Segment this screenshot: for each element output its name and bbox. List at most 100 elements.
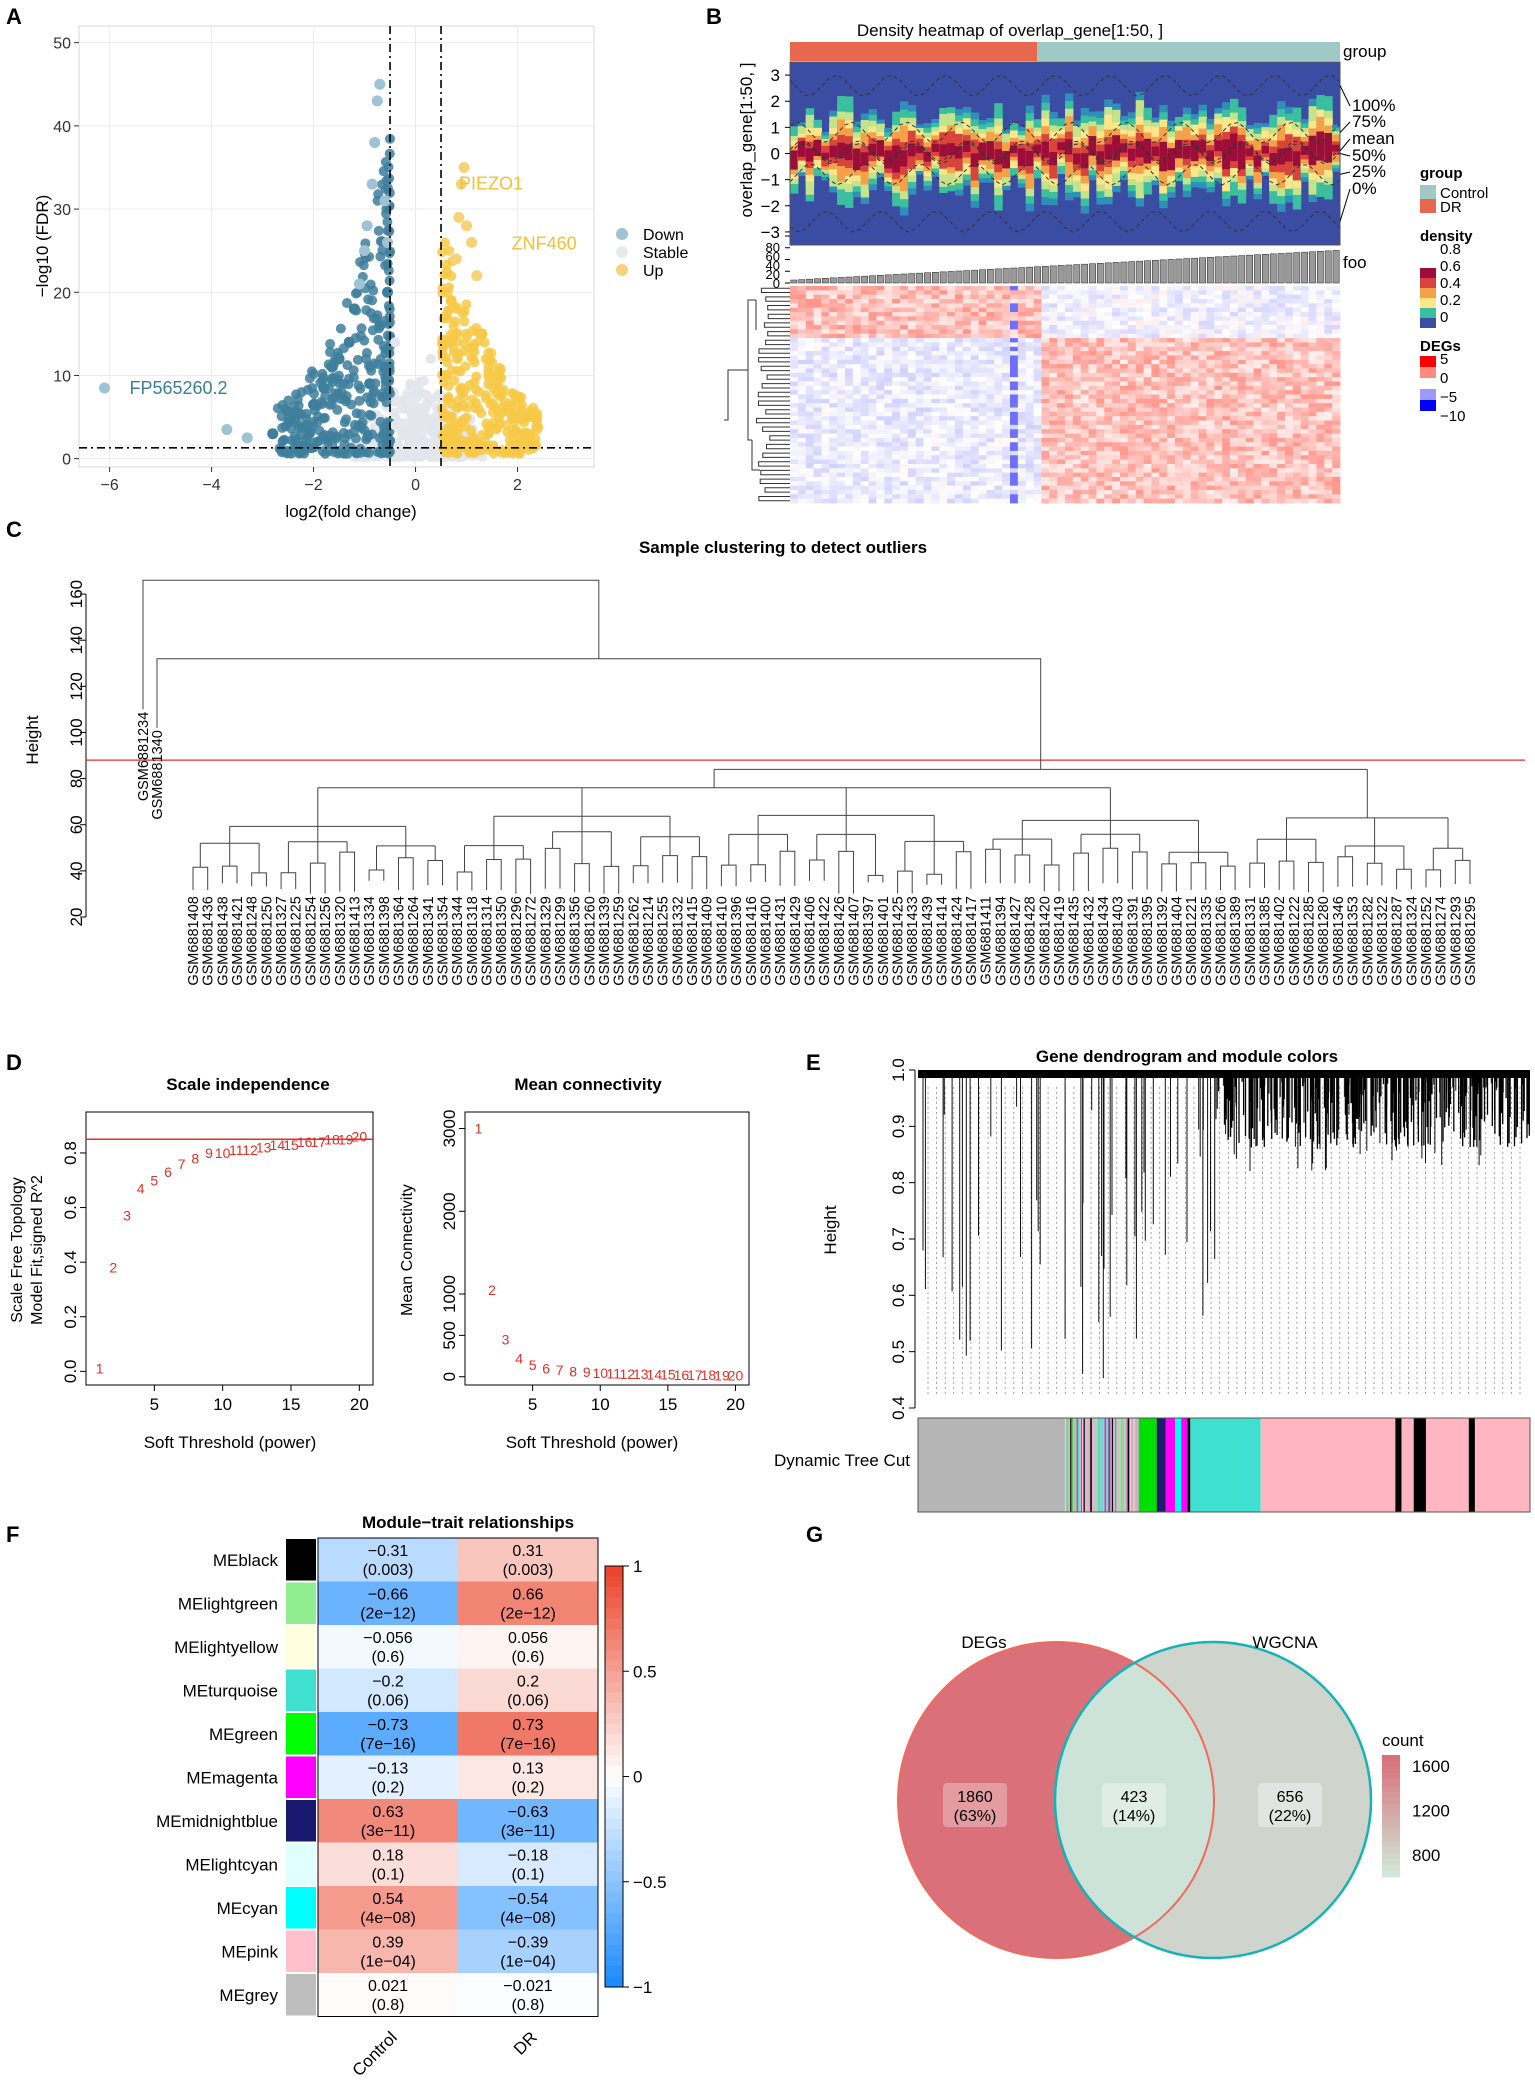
degs-heatmap-cell: [1159, 307, 1168, 313]
degs-heatmap-cell: [907, 416, 917, 421]
degs-heatmap-cell: [1245, 420, 1254, 426]
degs-heatmap-cell: [860, 390, 869, 395]
degs-heatmap-cell: [852, 468, 862, 474]
degs-heatmap-cell: [1135, 320, 1144, 326]
degs-heatmap-cell: [892, 325, 901, 330]
degs-heatmap-cell: [994, 446, 1003, 452]
degs-heatmap-cell: [813, 437, 822, 443]
panel-label-a: A: [6, 4, 22, 29]
degs-heatmap-cell: [1316, 403, 1325, 408]
volcano-point-up: [476, 328, 488, 340]
degs-heatmap-cell: [1245, 377, 1254, 382]
degs-heatmap-cell: [876, 368, 885, 374]
degs-heatmap-cell: [876, 299, 885, 304]
degs-heatmap-cell: [1072, 468, 1082, 474]
degs-heatmap-cell: [1049, 442, 1058, 447]
degs-heatmap-cell: [970, 489, 979, 495]
degs-heatmap-cell: [1277, 420, 1286, 426]
degs-heatmap-cell: [1237, 433, 1247, 439]
degs-heatmap-cell: [1112, 394, 1121, 400]
degs-heatmap-cell: [1206, 286, 1215, 291]
degs-heatmap-cell: [939, 325, 948, 330]
degs-heatmap-cell: [947, 338, 956, 343]
degs-heatmap-cell: [1049, 455, 1058, 460]
degs-heatmap-cell: [1269, 394, 1278, 400]
degs-heatmap-cell: [947, 481, 956, 487]
degs-heatmap-cell: [986, 450, 995, 456]
degs-heatmap-cell: [931, 489, 940, 495]
degs-heatmap-cell: [1190, 342, 1199, 348]
degs-heatmap-cell: [900, 407, 909, 413]
degs-heatmap-cell: [1222, 303, 1231, 309]
degs-heatmap-cell: [845, 290, 854, 296]
degs-heatmap-cell: [1285, 338, 1294, 343]
degs-heatmap-cell: [1072, 485, 1082, 491]
degs-heatmap-cell: [797, 450, 807, 456]
degs-heatmap-cell: [868, 459, 877, 465]
degs-heatmap-cell: [931, 381, 940, 387]
volcano-point-down: [364, 378, 376, 390]
degs-heatmap-cell: [1143, 411, 1152, 417]
degs-heatmap-cell: [994, 312, 1003, 317]
degs-heatmap-cell: [860, 407, 869, 413]
degs-heatmap-cell: [1245, 312, 1254, 317]
degs-heatmap-cell: [1253, 485, 1262, 491]
degs-heatmap-cell: [1190, 290, 1199, 296]
volcano-point-up: [452, 395, 463, 406]
degs-heatmap-cell: [1135, 351, 1144, 356]
degs-heatmap-cell: [1143, 377, 1152, 382]
degs-heatmap-cell: [1237, 394, 1247, 400]
degs-heatmap-cell: [1120, 359, 1129, 365]
degs-heatmap-cell: [931, 368, 940, 374]
degs-heatmap-cell: [1057, 437, 1066, 443]
degs-heatmap-cell: [1285, 359, 1294, 365]
degs-heatmap-cell: [1065, 325, 1074, 330]
degs-heatmap-cell: [1245, 472, 1254, 478]
degs-heatmap-cell: [1222, 286, 1231, 291]
degs-heatmap-cell: [1261, 355, 1270, 361]
degs-heatmap-cell: [1041, 372, 1050, 378]
degs-heatmap-cell: [1167, 450, 1176, 456]
degs-heatmap-cell: [1049, 433, 1058, 439]
degs-heatmap-cell: [994, 286, 1003, 291]
degs-heatmap-cell: [962, 346, 972, 352]
degs-heatmap-cell: [892, 329, 901, 335]
degs-heatmap-cell: [1025, 450, 1034, 456]
degs-heatmap-cell: [1237, 459, 1247, 465]
degs-heatmap-cell: [1049, 338, 1058, 343]
degs-heatmap-cell: [1065, 407, 1074, 413]
degs-heatmap-cell: [1198, 333, 1207, 339]
degs-heatmap-cell: [1190, 294, 1199, 300]
degs-heatmap-cell: [978, 381, 987, 387]
degs-heatmap-cell: [1214, 437, 1223, 443]
degs-heatmap-cell: [1237, 385, 1247, 391]
degs-heatmap-cell: [1182, 394, 1192, 400]
density-column-band: [978, 146, 987, 156]
degs-heatmap-cell: [1135, 329, 1144, 335]
degs-heatmap-cell: [915, 437, 924, 443]
degs-heatmap-cell: [1049, 407, 1058, 413]
degs-heatmap-cell: [931, 416, 940, 421]
degs-heatmap-cell: [1308, 325, 1317, 330]
degs-heatmap-cell: [860, 372, 869, 378]
degs-heatmap-cell: [970, 390, 979, 395]
degs-heatmap-cell: [884, 494, 893, 500]
degs-heatmap-cell: [1277, 294, 1286, 300]
degs-heatmap-cell: [923, 355, 932, 361]
degs-heatmap-cell: [1080, 333, 1089, 339]
foo-y-tick-label: 20: [766, 267, 780, 282]
degs-heatmap-cell: [1237, 355, 1247, 361]
volcano-point-down: [356, 409, 367, 420]
degs-heatmap-cell: [821, 325, 830, 330]
degs-heatmap-cell: [1143, 333, 1152, 339]
degs-heatmap-cell: [1324, 351, 1333, 356]
degs-heatmap-cell: [1104, 316, 1113, 322]
degs-heatmap-cell: [1285, 351, 1294, 356]
degs-heatmap-cell: [1025, 307, 1034, 313]
degs-heatmap-cell: [868, 407, 877, 413]
degs-heatmap-cell: [962, 472, 972, 478]
degs-heatmap-cell: [1065, 411, 1074, 417]
degs-heatmap-cell: [1198, 351, 1207, 356]
degs-heatmap-cell: [1237, 316, 1247, 322]
degs-heatmap-cell: [876, 372, 885, 378]
